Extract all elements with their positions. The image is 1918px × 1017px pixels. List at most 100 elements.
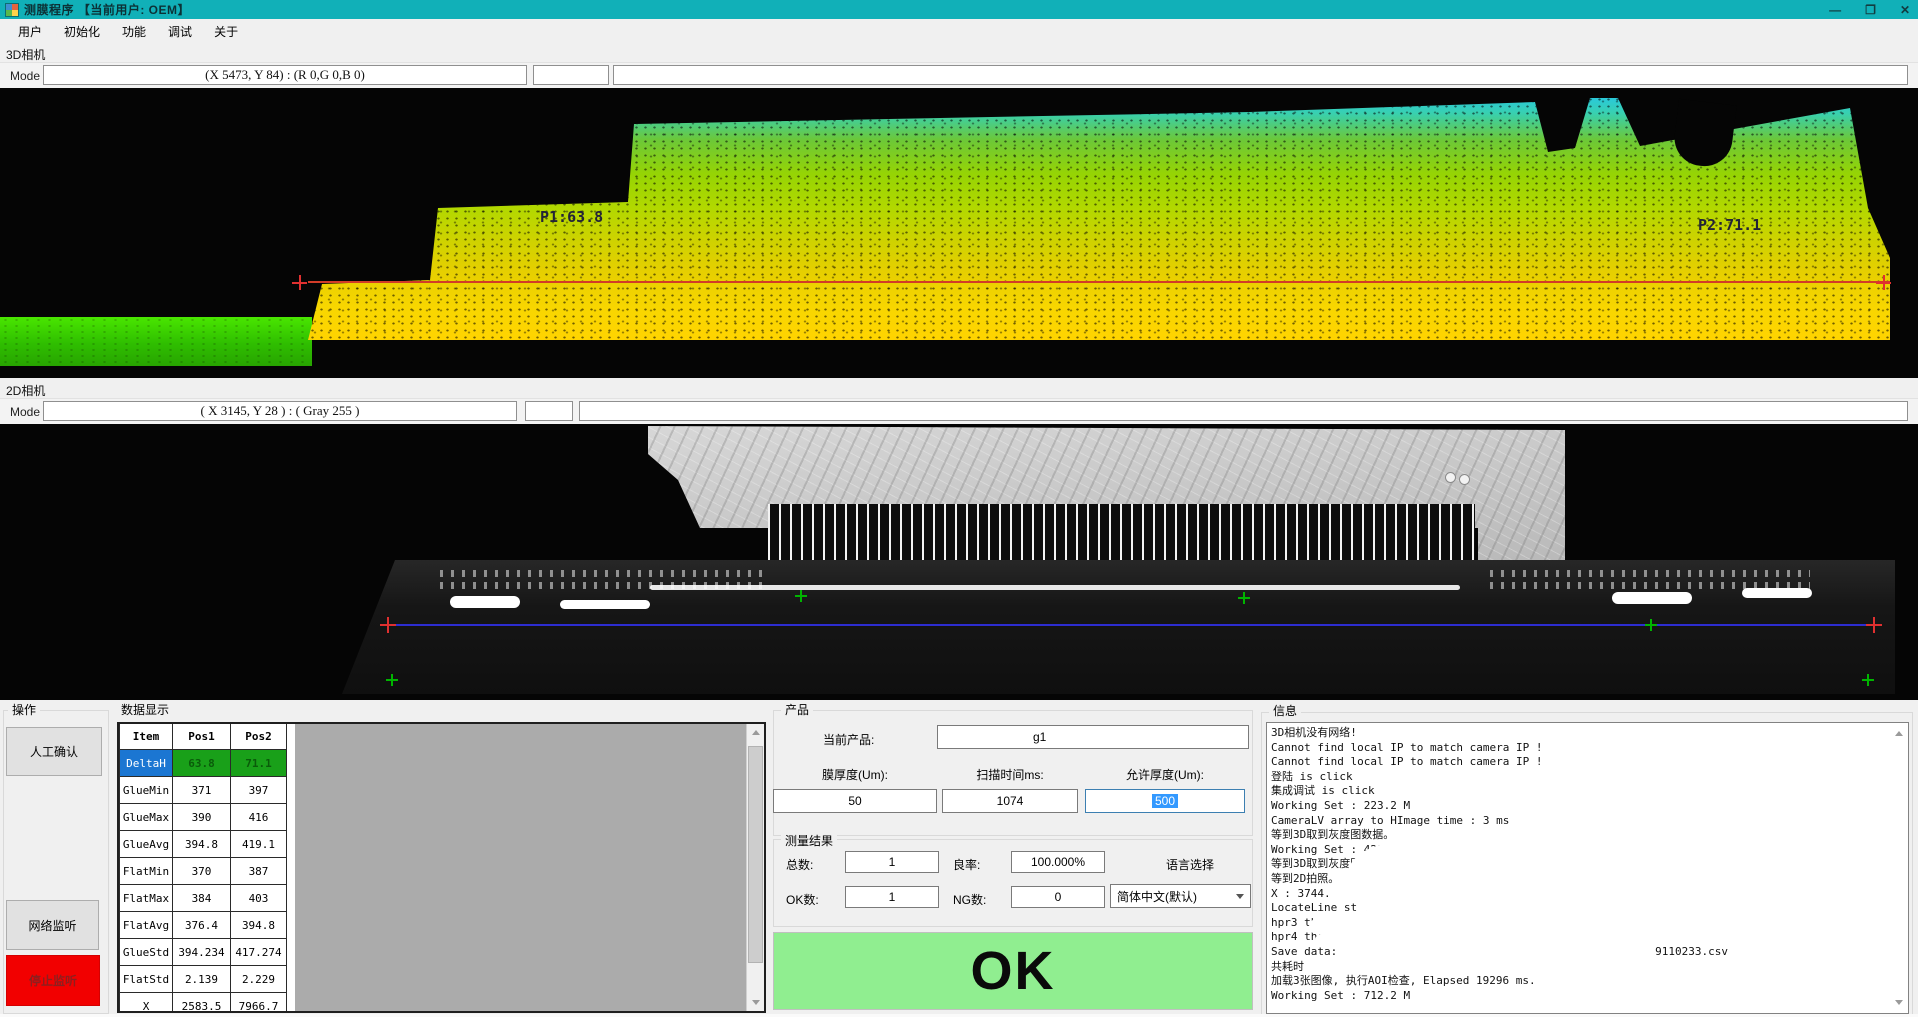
table-row[interactable]: FlatAvg 376.4 394.8 xyxy=(119,912,287,939)
cell-pos2[interactable]: 403 xyxy=(231,885,287,912)
cell-pos1[interactable]: 63.8 xyxy=(173,750,231,777)
scrollbar-thumb[interactable] xyxy=(748,746,763,963)
data-grid-scrollbar[interactable] xyxy=(746,724,764,1011)
log-line: Save data: 9110233.csv xyxy=(1271,944,1728,958)
cell-pos1[interactable]: 370 xyxy=(173,858,231,885)
cell-pos2[interactable]: 416 xyxy=(231,804,287,831)
cell-pos2[interactable]: 397 xyxy=(231,777,287,804)
cell-pos1[interactable]: 2.139 xyxy=(173,966,231,993)
data-grid[interactable]: Item Pos1 Pos2 DeltaH 63.8 71.1 GlueMin … xyxy=(117,722,766,1013)
cell-item[interactable]: GlueAvg xyxy=(119,831,173,858)
film-thickness-input[interactable]: 50 xyxy=(773,789,937,813)
close-button[interactable]: ✕ xyxy=(1899,2,1910,17)
cell-item[interactable]: X xyxy=(119,993,173,1011)
language-select[interactable]: 简体中文(默认) xyxy=(1110,884,1251,908)
cell-pos1[interactable]: 2583.5 xyxy=(173,993,231,1011)
cell-pos2[interactable]: 2.229 xyxy=(231,966,287,993)
cell-pos2[interactable]: 417.274 xyxy=(231,939,287,966)
crosshair-red-right-2d-icon xyxy=(1866,617,1882,633)
cell-pos2[interactable]: 394.8 xyxy=(231,912,287,939)
scroll-up-icon[interactable] xyxy=(747,724,764,741)
crosshair-green-1-icon xyxy=(795,590,807,602)
camera2d-coordinate-readout: ( X 3145, Y 28 ) : ( Gray 255 ) xyxy=(43,401,517,421)
current-product-label: 当前产品: xyxy=(823,733,875,747)
yield-input[interactable]: 100.000% xyxy=(1011,851,1105,873)
menu-item-user[interactable]: 用户 xyxy=(18,25,43,39)
cell-pos2[interactable]: 7966.7 xyxy=(231,993,287,1011)
manual-confirm-button[interactable]: 人工确认 xyxy=(6,727,102,776)
scan-line-blue xyxy=(388,624,1878,626)
p1-measurement-label: P1:63.8 xyxy=(540,208,604,226)
log-line: Working Set : 712.2 M xyxy=(1271,988,1411,1002)
p2-measurement-label: P2:71.1 xyxy=(1698,216,1762,234)
table-row[interactable]: FlatMin 370 387 xyxy=(119,858,287,885)
camera2d-image-view[interactable] xyxy=(0,424,1918,700)
cell-pos1[interactable]: 390 xyxy=(173,804,231,831)
log-scroll-up-icon[interactable] xyxy=(1892,725,1906,742)
scan-time-value: 1074 xyxy=(996,794,1024,808)
log-line: 等到2D拍照。 xyxy=(1271,871,1340,885)
minimize-button[interactable]: — xyxy=(1829,2,1842,17)
cell-pos1[interactable]: 394.234 xyxy=(173,939,231,966)
measurement-line-3d xyxy=(308,281,1890,283)
menu-item-debug[interactable]: 调试 xyxy=(168,25,193,39)
cell-item[interactable]: FlatStd xyxy=(119,966,173,993)
redaction-blob-2 xyxy=(1432,889,1852,915)
table-row[interactable]: FlatMax 384 403 xyxy=(119,885,287,912)
header-item[interactable]: Item xyxy=(119,724,173,750)
cell-pos1[interactable]: 394.8 xyxy=(173,831,231,858)
cell-pos1[interactable]: 371 xyxy=(173,777,231,804)
log-line: 3D相机没有网络! xyxy=(1271,726,1357,739)
stop-listen-button[interactable]: 停止监听 xyxy=(6,955,100,1006)
cell-item[interactable]: GlueMin xyxy=(119,777,173,804)
info-log[interactable]: 3D相机没有网络! Cannot find local IP to match … xyxy=(1266,722,1909,1014)
ok-count-input[interactable]: 1 xyxy=(845,886,939,908)
menu-item-function[interactable]: 功能 xyxy=(122,25,147,39)
cell-item[interactable]: GlueMax xyxy=(119,804,173,831)
header-pos2[interactable]: Pos2 xyxy=(231,724,287,750)
table-header-row: Item Pos1 Pos2 xyxy=(119,724,287,751)
scan-time-label: 扫描时间ms: xyxy=(976,768,1044,782)
table-row[interactable]: FlatStd 2.139 2.229 xyxy=(119,966,287,993)
network-listen-button[interactable]: 网络监听 xyxy=(6,900,99,950)
cell-pos2[interactable]: 71.1 xyxy=(231,750,287,777)
cell-item[interactable]: DeltaH xyxy=(119,750,173,777)
app-icon xyxy=(5,2,19,17)
camera3d-heightmap-view[interactable]: P1:63.8 P2:71.1 xyxy=(0,88,1918,378)
cell-pos1[interactable]: 376.4 xyxy=(173,912,231,939)
menu-item-about[interactable]: 关于 xyxy=(214,25,239,39)
info-title: 信息 xyxy=(1269,702,1302,719)
cell-item[interactable]: FlatMax xyxy=(119,885,173,912)
table-row[interactable]: X 2583.5 7966.7 xyxy=(119,993,287,1011)
total-input[interactable]: 1 xyxy=(845,851,939,873)
language-selected-value: 简体中文(默认) xyxy=(1117,889,1197,904)
cell-pos2[interactable]: 419.1 xyxy=(231,831,287,858)
total-value: 1 xyxy=(888,855,896,869)
base-platform xyxy=(342,560,1895,694)
current-product-input[interactable]: g1 xyxy=(937,725,1249,749)
log-line: CameraLV array to HImage time : 3 ms xyxy=(1271,813,1510,827)
base-texture-right-2 xyxy=(1490,582,1810,589)
table-row[interactable]: GlueAvg 394.8 419.1 xyxy=(119,831,287,858)
menu-item-init[interactable]: 初始化 xyxy=(64,25,101,39)
maximize-button[interactable]: ❐ xyxy=(1865,2,1876,17)
cell-pos2[interactable]: 387 xyxy=(231,858,287,885)
scroll-down-icon[interactable] xyxy=(747,994,764,1011)
table-row[interactable]: DeltaH 63.8 71.1 xyxy=(119,750,287,777)
allow-thickness-input[interactable]: 500 xyxy=(1085,789,1245,813)
cell-item[interactable]: GlueStd xyxy=(119,939,173,966)
cell-item[interactable]: FlatAvg xyxy=(119,912,173,939)
header-pos1[interactable]: Pos1 xyxy=(173,724,231,750)
log-line: 等到3D取到灰度图数据。 xyxy=(1271,828,1395,842)
ng-count-input[interactable]: 0 xyxy=(1011,886,1105,908)
cell-item[interactable]: FlatMin xyxy=(119,858,173,885)
table-row[interactable]: GlueStd 394.234 417.274 xyxy=(119,939,287,966)
crosshair-red-left-2d-icon xyxy=(380,617,396,633)
scan-time-input[interactable]: 1074 xyxy=(942,789,1078,813)
table-row[interactable]: GlueMin 371 397 xyxy=(119,777,287,804)
log-scroll-down-icon[interactable] xyxy=(1892,994,1906,1011)
cell-pos1[interactable]: 384 xyxy=(173,885,231,912)
table-row[interactable]: GlueMax 390 416 xyxy=(119,804,287,831)
camera3d-statusbox-2 xyxy=(533,65,609,85)
product-title: 产品 xyxy=(781,701,814,718)
